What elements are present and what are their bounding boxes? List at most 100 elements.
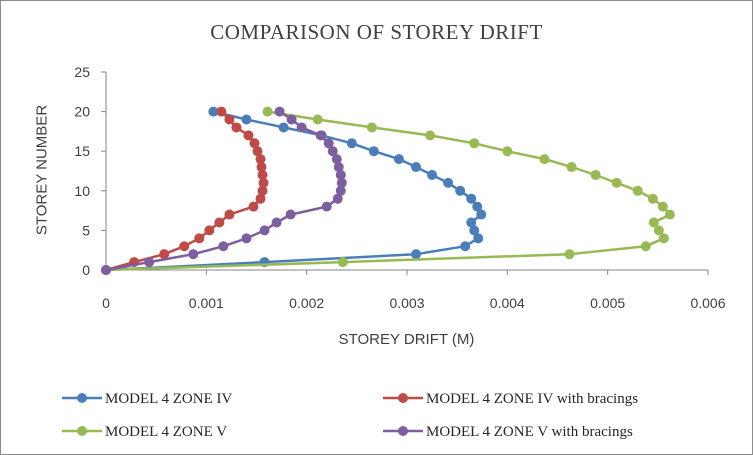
y-tick-label: 0 <box>82 262 90 278</box>
data-point <box>425 130 436 141</box>
data-point <box>249 138 260 149</box>
y-tick-label: 5 <box>82 222 90 238</box>
data-point <box>335 169 346 180</box>
data-point <box>323 138 334 149</box>
x-tick-label: 0.003 <box>389 295 424 311</box>
legend-label: MODEL 4 ZONE V <box>105 424 227 440</box>
data-point <box>455 185 466 196</box>
data-point <box>564 249 575 260</box>
data-point <box>241 114 252 125</box>
data-point <box>255 193 266 204</box>
data-point <box>411 162 422 173</box>
legend: MODEL 4 ZONE IV MODEL 4 ZONE IV with brac… <box>62 391 638 440</box>
y-tick-label: 10 <box>74 183 90 199</box>
data-point <box>469 225 480 236</box>
data-point <box>640 241 651 252</box>
data-point <box>657 201 668 212</box>
data-point <box>321 201 332 212</box>
x-tick-label: 0.002 <box>289 295 324 311</box>
x-tick-label: 0.005 <box>590 295 625 311</box>
data-point <box>258 177 269 188</box>
x-axis-label: STOREY DRIFT (M) <box>338 331 475 348</box>
legend-swatch-marker <box>77 393 87 403</box>
data-point <box>427 169 438 180</box>
data-point <box>443 177 454 188</box>
data-point <box>101 265 111 275</box>
legend-swatch-marker <box>398 393 408 403</box>
data-point <box>224 209 235 220</box>
data-point <box>194 233 205 244</box>
data-point <box>664 209 675 220</box>
data-point <box>259 225 270 236</box>
data-point <box>366 122 377 133</box>
series-2 <box>101 106 269 275</box>
data-point <box>332 193 343 204</box>
data-point <box>368 146 379 157</box>
data-point <box>285 209 296 220</box>
data-point <box>566 162 577 173</box>
data-point <box>327 146 338 157</box>
data-point <box>335 185 346 196</box>
data-point <box>296 122 307 133</box>
data-point <box>248 201 259 212</box>
legend-label: MODEL 4 ZONE IV <box>105 391 233 407</box>
data-point <box>255 154 266 165</box>
data-point <box>218 241 229 252</box>
data-point <box>216 106 227 117</box>
data-point <box>411 249 422 260</box>
data-point <box>243 130 254 141</box>
data-point <box>257 185 268 196</box>
series-4 <box>101 106 347 275</box>
data-point <box>632 185 643 196</box>
data-point <box>188 249 199 260</box>
y-tick-label: 15 <box>74 143 90 159</box>
series-group <box>101 106 675 275</box>
data-point <box>476 209 487 220</box>
legend-item: MODEL 4 ZONE IV <box>62 391 233 407</box>
data-point <box>539 154 550 165</box>
data-point <box>653 225 664 236</box>
data-point <box>590 169 601 180</box>
x-tick-label: 0 <box>102 295 110 311</box>
legend-swatch-marker <box>77 426 87 436</box>
data-point <box>658 233 669 244</box>
data-point <box>333 162 344 173</box>
data-point <box>214 217 225 228</box>
data-point <box>256 162 267 173</box>
data-point <box>315 130 326 141</box>
data-point <box>286 114 297 125</box>
x-tick-label: 0.004 <box>490 295 525 311</box>
data-point <box>159 249 170 260</box>
data-point <box>648 217 659 228</box>
data-point <box>472 201 483 212</box>
data-point <box>204 225 215 236</box>
data-point <box>231 122 242 133</box>
data-point <box>611 177 622 188</box>
data-point <box>257 169 268 180</box>
data-point <box>208 106 219 117</box>
axes: 0 0.001 0.002 0.003 0.004 0.005 0.006 0 5 10 15 20 2… <box>74 64 725 311</box>
data-point <box>252 146 263 157</box>
x-tick-label: 0.006 <box>690 295 725 311</box>
data-point <box>312 114 323 125</box>
series-1 <box>101 106 487 275</box>
series-3 <box>101 106 675 275</box>
legend-item: MODEL 4 ZONE V with bracings <box>383 424 633 440</box>
data-point <box>278 122 289 133</box>
data-point <box>331 154 342 165</box>
data-point <box>393 154 404 165</box>
legend-item: MODEL 4 ZONE V <box>62 424 227 440</box>
data-point <box>466 217 477 228</box>
data-point <box>502 146 513 157</box>
data-point <box>144 257 155 268</box>
data-point <box>469 138 480 149</box>
data-point <box>346 138 357 149</box>
data-point <box>337 257 348 268</box>
data-point <box>241 233 252 244</box>
chart-title: COMPARISON OF STOREY DRIFT <box>210 20 543 44</box>
data-point <box>224 114 235 125</box>
legend-swatch-marker <box>398 426 408 436</box>
y-tick-label: 25 <box>74 64 90 80</box>
